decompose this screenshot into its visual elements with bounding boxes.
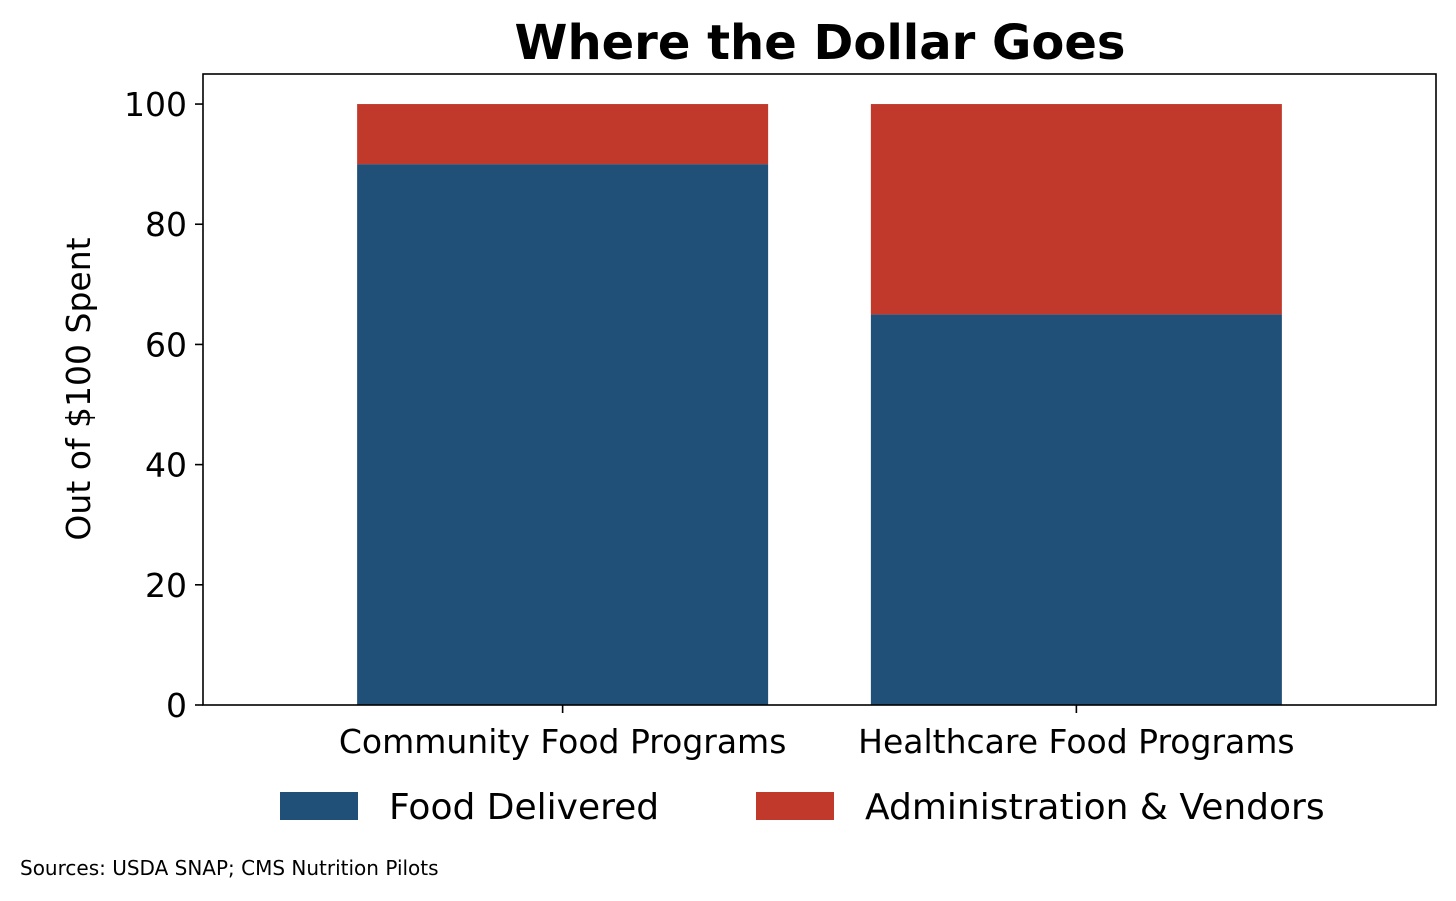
plot-area: 0 20 40 60 80 100 Community Food Programs Healt…	[124, 73, 1437, 761]
x-tick-label-1: Healthcare Food Programs	[858, 722, 1294, 761]
chart: Where the Dollar Goes Out of $100 Spent …	[59, 15, 1437, 828]
y-tick-label-4: 80	[145, 205, 187, 244]
y-tick-label-0: 0	[166, 686, 187, 725]
bar-food-delivered-0	[357, 164, 769, 706]
y-tick-label-5: 100	[124, 85, 187, 124]
y-tick-label-3: 60	[145, 325, 187, 364]
y-tick-label-1: 20	[145, 566, 187, 605]
bar-food-delivered-1	[870, 314, 1282, 705]
legend: Food Delivered Administration & Vendors	[280, 787, 1325, 828]
bar-admin-vendors-0	[357, 104, 769, 165]
x-tick-label-0: Community Food Programs	[339, 722, 787, 761]
plot-frame	[202, 73, 1437, 706]
legend-label-1: Administration & Vendors	[865, 787, 1325, 828]
legend-swatch-1	[756, 792, 834, 820]
y-axis-label: Out of $100 Spent	[59, 237, 98, 540]
legend-label-0: Food Delivered	[389, 787, 659, 828]
chart-title: Where the Dollar Goes	[515, 15, 1126, 71]
bar-admin-vendors-1	[870, 104, 1282, 315]
source-note: Sources: USDA SNAP; CMS Nutrition Pilots	[20, 856, 439, 880]
legend-swatch-0	[280, 792, 358, 820]
y-tick-label-2: 40	[145, 446, 187, 485]
